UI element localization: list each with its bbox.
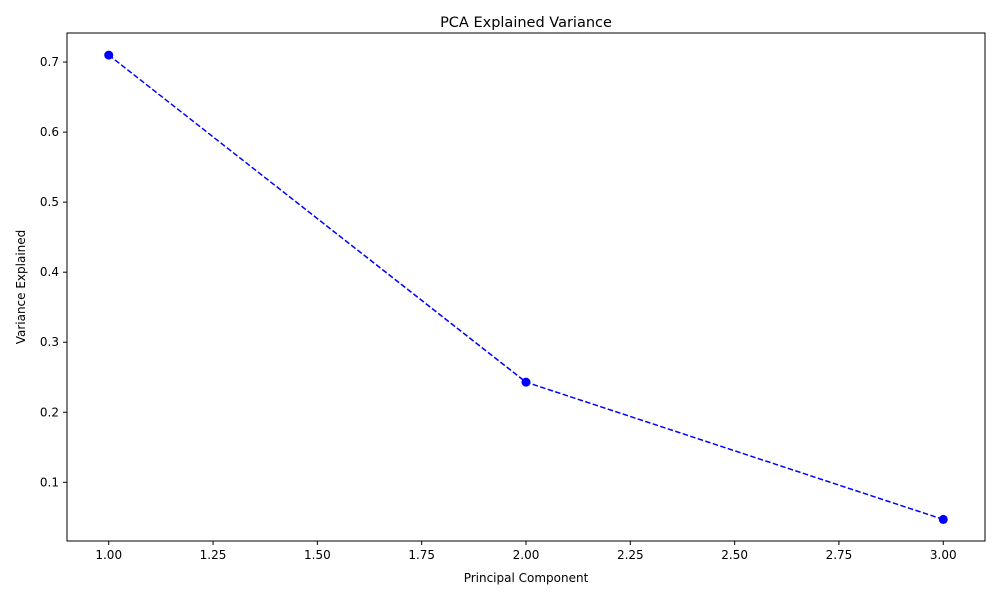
x-axis-label: Principal Component [464, 571, 589, 585]
data-point [521, 377, 531, 387]
x-tick-label: 2.50 [721, 548, 748, 562]
plot-area-frame [66, 32, 986, 542]
y-tick-label: 0.6 [40, 125, 59, 139]
y-tick-label: 0.3 [40, 335, 59, 349]
x-tick-label: 1.25 [200, 548, 227, 562]
chart-title: PCA Explained Variance [440, 15, 612, 31]
x-tick-label: 1.00 [95, 548, 122, 562]
y-tick-label: 0.1 [40, 475, 59, 489]
data-point [104, 50, 114, 60]
x-tick-label: 2.75 [826, 548, 853, 562]
series-layer [104, 50, 948, 524]
x-axis-ticks: 1.00 1.25 1.50 1.75 2.00 2.25 2.50 2.75 3.00 [95, 541, 957, 562]
data-point [938, 514, 948, 524]
y-tick-label: 0.2 [40, 405, 59, 419]
x-tick-label: 2.25 [617, 548, 644, 562]
y-axis-ticks: 0.1 0.2 0.3 0.4 0.5 0.6 0.7 [40, 55, 67, 489]
plot-area-background [67, 33, 985, 541]
y-tick-label: 0.7 [40, 55, 59, 69]
y-axis-label: Variance Explained [14, 230, 28, 345]
y-tick-label: 0.4 [40, 265, 59, 279]
x-tick-label: 2.00 [513, 548, 540, 562]
x-tick-label: 3.00 [930, 548, 957, 562]
x-tick-label: 1.50 [304, 548, 331, 562]
y-tick-label: 0.5 [40, 195, 59, 209]
x-tick-label: 1.75 [408, 548, 435, 562]
